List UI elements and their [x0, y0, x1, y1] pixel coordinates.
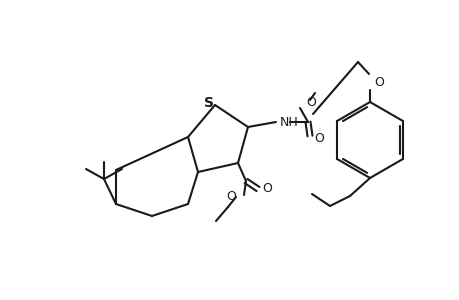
Text: S: S: [203, 96, 213, 110]
Text: O: O: [226, 190, 235, 203]
Text: O: O: [305, 95, 315, 109]
Text: O: O: [313, 131, 323, 145]
Text: O: O: [262, 182, 271, 196]
Text: NH: NH: [280, 116, 298, 128]
Text: O: O: [373, 76, 383, 88]
